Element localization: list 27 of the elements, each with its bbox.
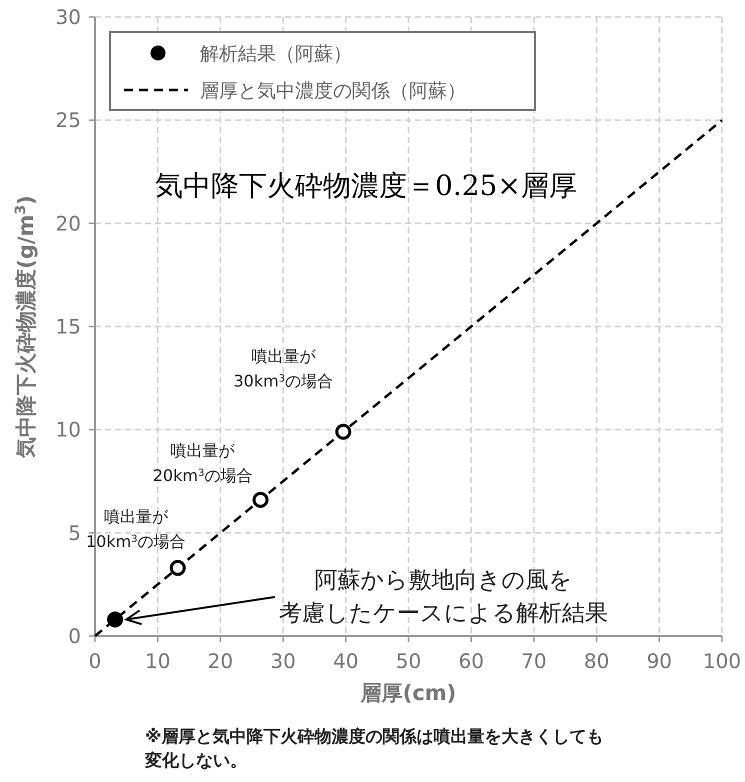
annotation: 噴出量が10km$^{3}$の場合: [86, 506, 186, 551]
annotation: 気中降下火砕物濃度＝0.25×層厚: [155, 169, 577, 202]
annotation: 噴出量が30km$^{3}$の場合: [234, 346, 334, 391]
legend-label: 層厚と気中濃度の関係（阿蘇）: [200, 80, 466, 102]
annotation: 噴出量が20km$^{3}$の場合: [152, 440, 252, 485]
annotation: 阿蘇から敷地向きの風を考慮したケースによる解析結果: [278, 568, 608, 626]
ytick: 20: [56, 211, 81, 236]
ytick: 10: [56, 418, 81, 442]
xtick: 90: [646, 649, 672, 673]
xtick: 70: [521, 649, 547, 673]
xtick: 20: [208, 649, 234, 673]
xtick: 40: [333, 649, 359, 673]
ytick: 0: [68, 624, 81, 648]
xlabel: 層厚(cm): [360, 681, 456, 705]
xtick: 60: [458, 649, 484, 673]
xtick: 30: [270, 649, 296, 673]
annotation: ※層厚と気中降下火砕物濃度の関係は噴出量を大きくしても変化しない。: [145, 727, 604, 771]
legend-label: 解析結果（阿蘇）: [200, 43, 352, 65]
ytick: 5: [68, 520, 81, 545]
xtick: 80: [584, 649, 610, 673]
xtick: 10: [144, 649, 170, 673]
ytick: 15: [56, 314, 81, 338]
xtick: 50: [396, 649, 422, 673]
ytick: 25: [56, 108, 81, 132]
ytick: 30: [56, 5, 81, 29]
xtick: 100: [702, 649, 742, 673]
xtick: 0: [88, 649, 102, 673]
